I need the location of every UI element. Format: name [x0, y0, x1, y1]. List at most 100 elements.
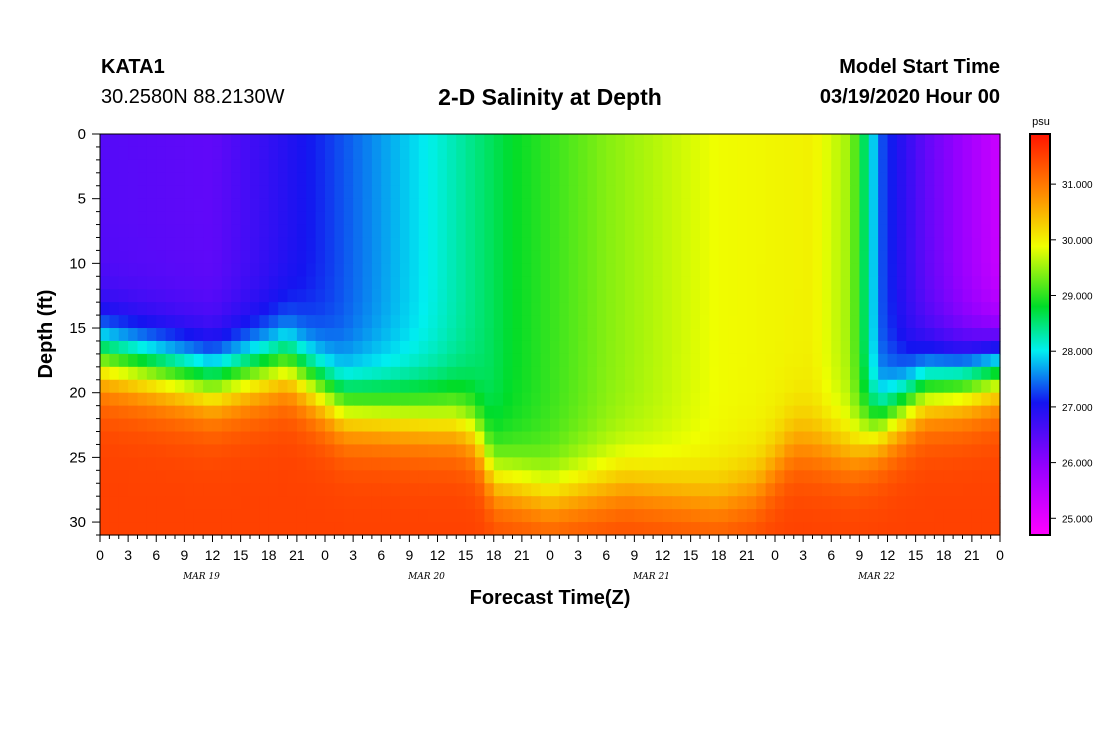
heatmap-cell	[156, 509, 167, 523]
heatmap-cell	[418, 302, 429, 316]
heatmap-cell	[184, 431, 195, 446]
heatmap-cell	[100, 276, 110, 290]
heatmap-cell	[268, 431, 279, 446]
heatmap-cell	[925, 263, 935, 277]
heatmap-cell	[596, 379, 607, 394]
heatmap-cell	[400, 509, 410, 523]
heatmap-cell	[812, 211, 823, 226]
heatmap-cell	[896, 379, 907, 394]
heatmap-cell	[268, 392, 279, 407]
heatmap-cell	[146, 302, 157, 316]
heatmap-cell	[512, 250, 523, 264]
heatmap-cell	[231, 250, 242, 264]
heatmap-cell	[381, 146, 392, 161]
heatmap-cell	[203, 211, 214, 226]
heatmap-cell	[409, 315, 420, 329]
heatmap-cell	[146, 328, 157, 342]
heatmap-cell	[193, 340, 204, 355]
heatmap-cell	[287, 431, 298, 446]
heatmap-cell	[718, 198, 729, 213]
heatmap-cell	[728, 509, 739, 523]
heatmap-cell	[278, 444, 289, 458]
heatmap-cell	[737, 353, 748, 368]
heatmap-cell	[625, 496, 635, 510]
heatmap-cell	[728, 353, 739, 368]
heatmap-cell	[100, 353, 110, 368]
heatmap-cell	[606, 470, 617, 484]
heatmap-cell	[596, 457, 607, 471]
heatmap-cell	[709, 250, 720, 264]
heatmap-cell	[737, 431, 748, 446]
heatmap-cell	[146, 134, 157, 148]
heatmap-cell	[109, 302, 120, 316]
heatmap-cell	[390, 328, 401, 342]
heatmap-cell	[418, 496, 429, 510]
heatmap-cell	[381, 159, 392, 174]
heatmap-cell	[803, 315, 814, 329]
heatmap-cell	[259, 418, 270, 433]
heatmap-cell	[559, 146, 570, 161]
heatmap-cell	[690, 496, 701, 510]
heatmap-cell	[493, 366, 504, 381]
heatmap-cell	[465, 250, 476, 264]
heatmap-cell	[456, 405, 467, 420]
heatmap-cell	[231, 224, 242, 239]
heatmap-cell	[156, 379, 167, 394]
heatmap-cell	[793, 276, 804, 290]
heatmap-cell	[643, 431, 654, 446]
heatmap-cell	[887, 522, 898, 536]
heatmap-cell	[925, 483, 935, 497]
heatmap-cell	[850, 496, 860, 510]
heatmap-cell	[512, 418, 523, 433]
heatmap-cell	[596, 353, 607, 368]
heatmap-cell	[662, 263, 673, 277]
heatmap-cell	[840, 431, 851, 446]
heatmap-cell	[437, 211, 448, 226]
heatmap-cell	[906, 444, 917, 458]
heatmap-cell	[709, 379, 720, 394]
heatmap-cell	[568, 431, 579, 446]
heatmap-cell	[325, 289, 335, 303]
heatmap-cell	[943, 366, 954, 381]
heatmap-cell	[175, 522, 185, 536]
heatmap-cell	[418, 198, 429, 213]
heatmap-cell	[343, 302, 354, 316]
heatmap-cell	[653, 237, 664, 252]
heatmap-cell	[315, 328, 326, 342]
heatmap-cell	[690, 172, 701, 187]
heatmap-cell	[390, 289, 401, 303]
heatmap-cell	[475, 457, 485, 471]
heatmap-cell	[943, 353, 954, 368]
heatmap-cell	[456, 302, 467, 316]
heatmap-cell	[896, 159, 907, 174]
heatmap-cell	[775, 379, 785, 394]
heatmap-cell	[812, 146, 823, 161]
heatmap-cell	[962, 496, 973, 510]
heatmap-cell	[296, 418, 307, 433]
heatmap-cell	[962, 315, 973, 329]
heatmap-cell	[428, 444, 439, 458]
heatmap-cell	[671, 185, 682, 200]
heatmap-cell	[137, 353, 148, 368]
heatmap-cell	[175, 134, 185, 148]
heatmap-cell	[990, 315, 1001, 329]
heatmap-cell	[137, 470, 148, 484]
heatmap-cell	[100, 250, 110, 264]
heatmap-cell	[662, 405, 673, 420]
heatmap-cell	[128, 185, 139, 200]
heatmap-cell	[718, 250, 729, 264]
heatmap-cell	[765, 302, 776, 316]
heatmap-cell	[934, 522, 945, 536]
heatmap-cell	[315, 379, 326, 394]
heatmap-cell	[634, 185, 645, 200]
heatmap-cell	[709, 418, 720, 433]
heatmap-cell	[465, 146, 476, 161]
heatmap-cell	[971, 366, 982, 381]
heatmap-cell	[671, 457, 682, 471]
heatmap-cell	[906, 353, 917, 368]
heatmap-cell	[737, 237, 748, 252]
heatmap-cell	[690, 224, 701, 239]
heatmap-cell	[793, 444, 804, 458]
heatmap-cell	[128, 496, 139, 510]
heatmap-cell	[465, 315, 476, 329]
